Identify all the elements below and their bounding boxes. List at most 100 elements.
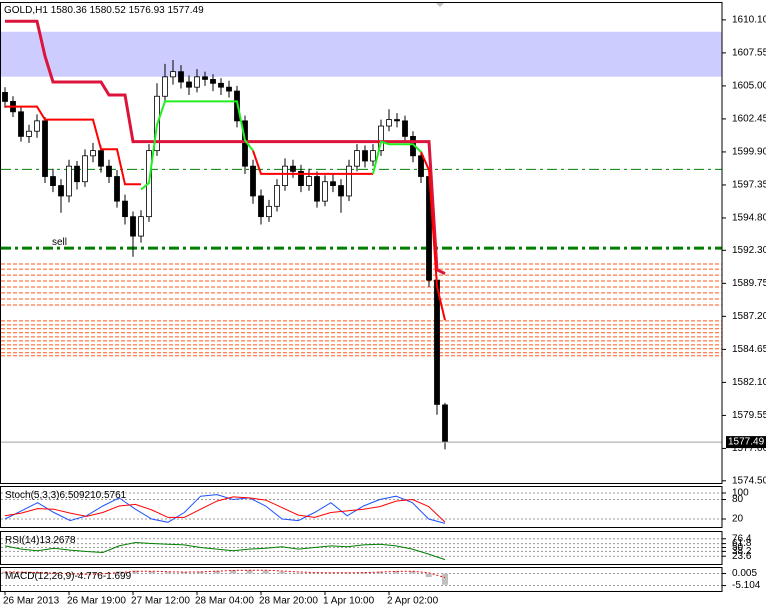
candle-body	[130, 216, 136, 237]
candle-body	[58, 185, 64, 197]
macd-bar	[279, 571, 286, 574]
x-tick-label: 27 Mar 12:00	[131, 596, 190, 607]
indicator-label: RSI(14)13.2678	[5, 535, 76, 546]
indicator-line	[4, 496, 446, 523]
macd-bar	[376, 571, 383, 574]
macd-bar	[246, 570, 253, 574]
candle-body	[258, 195, 264, 218]
x-tick-label: 28 Mar 04:00	[195, 596, 254, 607]
y-tick-label: 1582.10	[732, 377, 766, 388]
y-tick-label: 0.005	[732, 568, 757, 579]
y-tick-label: 100	[732, 488, 749, 499]
last-low: 1576.93	[129, 5, 166, 16]
candle-body	[298, 170, 304, 186]
macd-bar	[197, 571, 204, 574]
macd-bar	[262, 570, 269, 574]
y-tick-label: 1574.50	[732, 475, 766, 486]
y-tick-label: 1607.55	[732, 48, 766, 59]
y-tick-label: 1587.20	[732, 311, 766, 322]
y-tick-label: 20	[732, 514, 744, 525]
indicator-label-part: MACD(12,26,9)	[5, 571, 74, 582]
indicator-line	[4, 494, 446, 524]
macd-bar	[164, 572, 171, 574]
panel-frame	[0, 2, 723, 484]
x-tick-label: 2 Apr 02:00	[387, 596, 439, 607]
indicator-label-part: 6.5092	[59, 490, 90, 501]
zone	[1, 31, 722, 77]
candle-body	[402, 120, 408, 137]
macd-bar	[409, 571, 416, 574]
y-tick-label: 1602.45	[732, 114, 766, 125]
candle-body	[90, 150, 96, 157]
candle-body	[266, 205, 272, 218]
macd-bar	[181, 572, 188, 574]
macd-bar	[344, 572, 351, 574]
macd-bar	[442, 573, 448, 585]
y-tick-label: 1584.65	[732, 344, 766, 355]
y-tick-label: 1610.10	[732, 15, 766, 26]
indicator-line	[5, 105, 446, 321]
macd-bar	[116, 571, 123, 574]
panel-frame	[0, 531, 723, 565]
shift-marker	[435, 2, 445, 7]
candle-body	[394, 119, 400, 122]
y-tick-label: 1579.55	[732, 410, 766, 421]
candle-body	[66, 165, 72, 197]
y-tick-label: 1605.00	[732, 81, 766, 92]
candle-body	[442, 404, 448, 443]
candle-body	[346, 165, 352, 197]
indicator-line	[140, 100, 422, 191]
last-open: 1580.36	[51, 5, 88, 16]
macd-bar	[230, 570, 237, 574]
indicator-label-part: RSI(14)	[5, 535, 39, 546]
indicator-label-part: Stoch(5,3,3)	[5, 490, 59, 501]
candle-body	[290, 165, 296, 172]
indicator-line	[4, 569, 446, 578]
candle-body	[178, 71, 184, 83]
candle-body	[186, 81, 192, 88]
indicator-label: Stoch(5,3,3)6.509210.5761	[5, 490, 127, 501]
candle-body	[314, 176, 320, 202]
signal-label: sell	[52, 237, 67, 248]
y-tick-label: 50	[732, 542, 744, 553]
candle-body	[362, 150, 368, 162]
y-tick-label: 76.4	[732, 533, 752, 544]
panel-frame	[0, 486, 723, 528]
candle-body	[274, 185, 280, 207]
y-tick-label: 61.8	[732, 538, 752, 549]
indicator-line	[4, 541, 446, 561]
macd-bar	[148, 571, 155, 574]
candle-body	[202, 76, 208, 80]
y-tick-label: 1599.90	[732, 147, 766, 158]
y-tick-label: 1594.80	[732, 213, 766, 224]
last-close: 1577.49	[168, 5, 205, 16]
macd-bar	[132, 570, 139, 574]
y-tick-label: 1589.75	[732, 278, 766, 289]
candle-body	[122, 200, 128, 218]
candle-body	[2, 91, 8, 102]
y-tick-label: 38.2	[732, 546, 752, 557]
candle-body	[354, 150, 360, 167]
y-tick-label: -5.104	[732, 580, 761, 591]
candle-body	[218, 82, 224, 88]
x-tick-label: 26 Mar 2013	[3, 596, 60, 607]
last-price-label: 1577.49	[728, 437, 765, 448]
candle-body	[18, 111, 24, 137]
x-tick-label: 28 Mar 20:00	[259, 596, 318, 607]
indicator-label-part: -1.699	[103, 571, 132, 582]
macd-bar	[425, 573, 432, 578]
candle-body	[26, 130, 32, 137]
indicator-line	[5, 19, 446, 275]
candle-body	[170, 71, 176, 78]
y-tick-label: 1577.00	[732, 443, 766, 454]
indicator-label-part: -4.776	[74, 571, 103, 582]
candle-body	[386, 119, 392, 127]
last-price-box	[726, 436, 766, 449]
candle-body	[34, 120, 40, 132]
macd-bar	[393, 570, 400, 574]
candle-body	[50, 176, 56, 186]
macd-bar	[295, 572, 302, 574]
indicator-label: MACD(12,26,9)-4.776-1.699	[5, 571, 132, 582]
